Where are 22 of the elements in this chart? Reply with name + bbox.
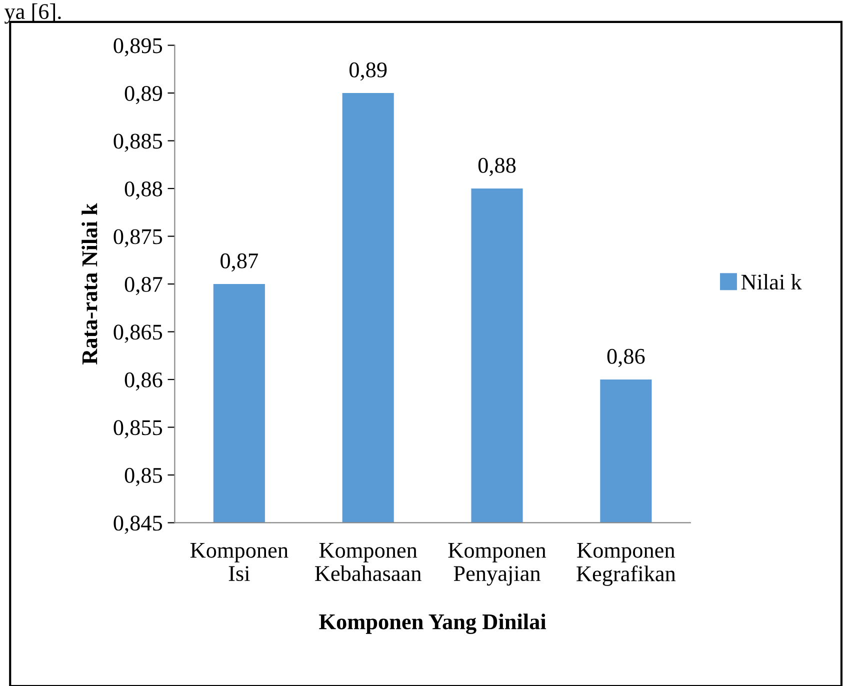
y-tick-label: 0,865 (114, 324, 162, 343)
x-tick-label: Komponen Penyajian (448, 543, 546, 586)
x-tick-label: Komponen Isi (190, 543, 288, 582)
y-tick-label: 0,885 (114, 134, 162, 152)
x-tick-label: Komponen Kegrafikan (576, 543, 676, 586)
x-axis-title: Komponen Yang Dinilai (319, 614, 546, 634)
y-tick-label: 0,895 (114, 38, 162, 56)
y-tick-label: 0,86 (124, 372, 162, 391)
data-label: 0,89 (349, 62, 387, 81)
y-tick-label: 0,87 (124, 276, 162, 296)
data-label: 0,88 (478, 158, 516, 176)
x-tick-label: Komponen Kebahasaan (315, 543, 422, 582)
y-tick-label: 0,88 (124, 181, 162, 200)
y-axis-title: Rata-rata Nilai k (82, 203, 98, 364)
y-tick-label: 0,845 (114, 516, 162, 534)
y-tick-label: 0,855 (114, 420, 162, 438)
legend-label: Nilai k (741, 274, 802, 290)
y-tick-label: 0,875 (114, 229, 162, 248)
data-label: 0,86 (607, 348, 645, 368)
y-tick-label: 0,89 (124, 86, 162, 104)
y-tick-label: 0,85 (124, 468, 162, 486)
data-label: 0,87 (220, 253, 258, 272)
